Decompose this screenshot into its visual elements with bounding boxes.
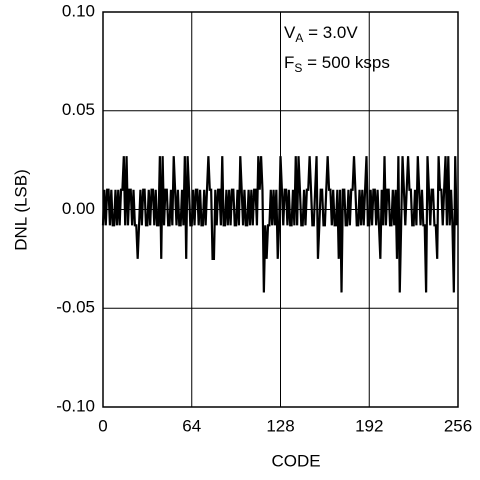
x-tick-label: 64 <box>182 416 201 435</box>
y-axis-label: DNL (LSB) <box>11 169 30 251</box>
data-line <box>101 156 458 293</box>
x-tick-label: 192 <box>355 416 383 435</box>
x-tick-label: 0 <box>98 416 107 435</box>
y-tick-label: 0.10 <box>62 1 95 20</box>
annotation-main: F <box>284 53 294 72</box>
y-tick-label: -0.05 <box>56 298 95 317</box>
x-tick-label: 256 <box>444 416 472 435</box>
y-tick-label: 0.00 <box>62 199 95 218</box>
annotation-tail: = 3.0V <box>303 23 358 42</box>
annotation: VA = 3.0V <box>284 23 358 45</box>
y-tick-label: 0.05 <box>62 100 95 119</box>
x-tick-label: 128 <box>266 416 294 435</box>
annotation-sub: S <box>294 61 302 75</box>
y-tick-label: -0.10 <box>56 396 95 415</box>
annotation-tail: = 500 ksps <box>302 53 389 72</box>
annotation-main: V <box>284 23 296 42</box>
annotation-sub: A <box>295 31 303 45</box>
annotation: FS = 500 ksps <box>284 53 390 75</box>
x-axis-label: CODE <box>271 451 320 470</box>
